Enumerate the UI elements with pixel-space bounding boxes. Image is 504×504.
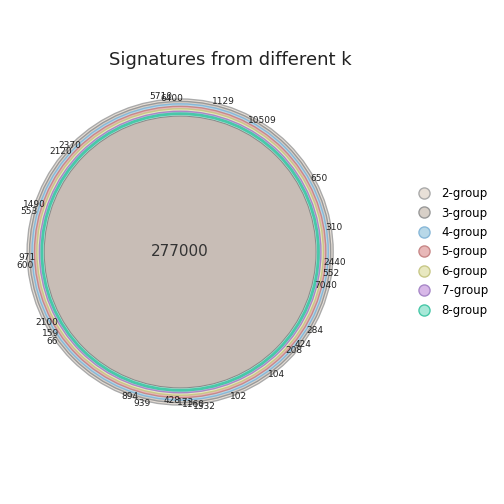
Text: 277000: 277000 <box>151 244 209 260</box>
Text: 600: 600 <box>16 261 33 270</box>
Circle shape <box>39 111 321 393</box>
Text: 104: 104 <box>268 370 285 380</box>
Text: 1332: 1332 <box>193 402 216 411</box>
Text: 1490: 1490 <box>23 200 46 209</box>
Text: 310: 310 <box>326 223 343 232</box>
Text: 1160: 1160 <box>182 400 205 409</box>
Text: 7040: 7040 <box>314 281 337 290</box>
Text: 102: 102 <box>230 392 247 401</box>
Text: 66: 66 <box>46 337 58 346</box>
Title: Signatures from different k: Signatures from different k <box>108 51 351 69</box>
Text: 10509: 10509 <box>248 116 277 125</box>
Text: 553: 553 <box>21 207 38 216</box>
Text: 2120: 2120 <box>49 147 72 156</box>
Circle shape <box>34 106 326 398</box>
Text: 424: 424 <box>294 340 311 349</box>
Text: 2100: 2100 <box>36 318 58 327</box>
Text: 208: 208 <box>285 346 302 355</box>
Circle shape <box>42 114 319 390</box>
Text: 650: 650 <box>310 174 327 183</box>
Text: 939: 939 <box>134 399 151 408</box>
Text: 5710: 5710 <box>150 92 172 101</box>
Text: 284: 284 <box>307 326 324 335</box>
Text: 1129: 1129 <box>212 97 235 106</box>
Circle shape <box>44 116 316 388</box>
Text: 428: 428 <box>164 396 181 405</box>
Text: 173: 173 <box>177 398 194 407</box>
Text: 2370: 2370 <box>58 141 81 150</box>
Text: 894: 894 <box>121 393 139 402</box>
Circle shape <box>27 99 333 405</box>
Circle shape <box>30 101 331 403</box>
Text: 6400: 6400 <box>161 94 183 103</box>
Circle shape <box>32 104 328 400</box>
Text: 552: 552 <box>322 269 339 278</box>
Legend: 2-group, 3-group, 4-group, 5-group, 6-group, 7-group, 8-group: 2-group, 3-group, 4-group, 5-group, 6-gr… <box>407 182 492 322</box>
Text: 2440: 2440 <box>323 258 346 267</box>
Text: 159: 159 <box>41 329 59 338</box>
Text: 971: 971 <box>18 253 36 262</box>
Circle shape <box>37 109 324 395</box>
